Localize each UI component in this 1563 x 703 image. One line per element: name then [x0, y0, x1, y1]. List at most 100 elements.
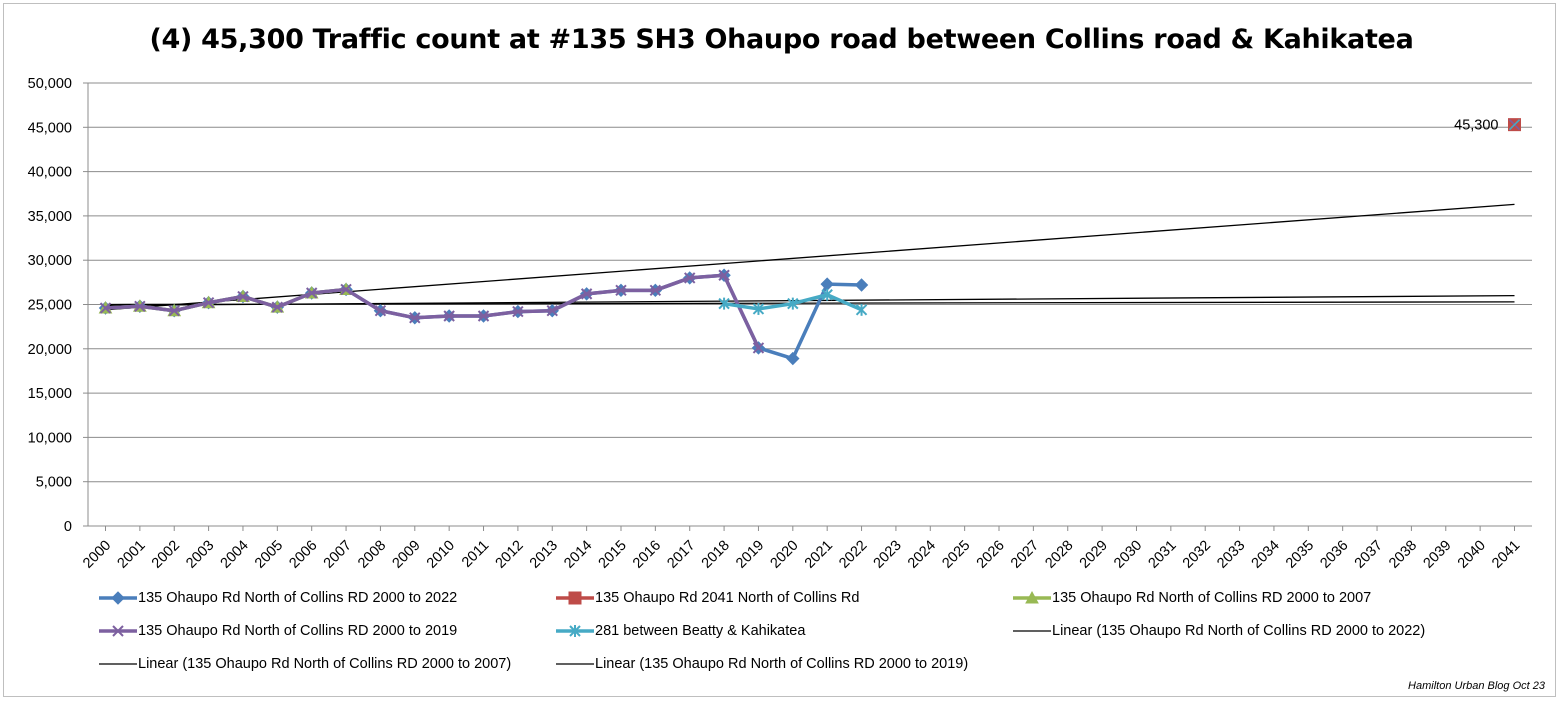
- data-point: [237, 290, 249, 303]
- data-point: [718, 269, 730, 281]
- data-point: [752, 302, 765, 315]
- legend-item: 281 between Beatty & Kahikatea: [555, 622, 805, 640]
- data-point: [580, 288, 593, 300]
- data-point: [684, 272, 696, 284]
- x-tick-label: 2000: [80, 538, 114, 572]
- legend-swatch: [1013, 590, 1051, 604]
- x-tick-label: 2038: [1386, 538, 1420, 572]
- data-point: [305, 287, 318, 299]
- data-point-overlay: [1508, 119, 1521, 131]
- data-point: [271, 301, 284, 313]
- y-tick-label: 15,000: [28, 386, 72, 402]
- x-tick-label: 2041: [1489, 538, 1523, 572]
- x-tick-label: 2018: [699, 538, 733, 572]
- legend-item: 135 Ohaupo Rd North of Collins RD 2000 t…: [1012, 589, 1371, 607]
- x-tick-label: 2033: [1214, 538, 1248, 572]
- legend-item: 135 Ohaupo Rd North of Collins RD 2000 t…: [98, 622, 457, 640]
- x-tick-label: 2030: [1111, 538, 1145, 572]
- data-point: [112, 625, 124, 637]
- y-tick-label: 0: [64, 519, 72, 535]
- data-point: [374, 304, 387, 317]
- x-tick-label: 2013: [527, 538, 561, 572]
- legend-label: 281 between Beatty & Kahikatea: [595, 623, 806, 639]
- x-tick-label: 2021: [802, 538, 836, 572]
- x-tick-label: 2034: [1249, 538, 1283, 572]
- y-tick-label: 30,000: [28, 253, 72, 269]
- legend-item: Linear (135 Ohaupo Rd North of Collins R…: [98, 655, 511, 673]
- y-tick-label: 25,000: [28, 298, 72, 314]
- legend-item: 135 Ohaupo Rd 2041 North of Collins Rd: [555, 589, 859, 607]
- data-point: [546, 304, 558, 317]
- data-point: [202, 297, 215, 309]
- x-tick-label: 2037: [1352, 538, 1386, 572]
- legend-swatch: [1013, 630, 1051, 632]
- data-point: [512, 305, 524, 318]
- x-tick-label: 2022: [836, 538, 870, 572]
- legend-label: Linear (135 Ohaupo Rd North of Collins R…: [138, 656, 512, 672]
- data-point: [340, 283, 352, 296]
- x-tick-label: 2019: [733, 538, 767, 572]
- credit-text: Hamilton Urban Blog Oct 23: [1408, 680, 1545, 692]
- legend-swatch: [99, 625, 137, 637]
- legend-swatch: [556, 663, 594, 665]
- x-tick-label: 2025: [939, 538, 973, 572]
- x-tick-label: 2027: [1008, 538, 1042, 572]
- x-tick-label: 2017: [664, 538, 698, 572]
- x-tick-label: 2014: [561, 538, 595, 572]
- x-tick-label: 2004: [218, 538, 252, 572]
- y-tick-label: 35,000: [28, 209, 72, 225]
- x-tick-label: 2008: [355, 538, 389, 572]
- x-axis-ticks: 2000 2001 2002 2003 2004 2005 2006 2007 2008 2009…: [80, 526, 1523, 572]
- x-tick-label: 2006: [286, 538, 320, 572]
- x-tick-label: 2029: [1077, 538, 1111, 572]
- legend-item: Linear (135 Ohaupo Rd North of Collins R…: [1012, 622, 1425, 640]
- legend-label: 135 Ohaupo Rd North of Collins RD 2000 t…: [138, 590, 458, 606]
- trend-line: [105, 301, 1515, 306]
- data-point: [168, 304, 180, 317]
- legend-label: 135 Ohaupo Rd North of Collins RD 2000 t…: [138, 623, 458, 639]
- data-point: [855, 303, 868, 316]
- series-line: [105, 273, 761, 349]
- data-point: [409, 312, 421, 324]
- x-tick-label: 2026: [974, 538, 1008, 572]
- legend-swatch: [99, 591, 137, 605]
- data-point: [569, 625, 581, 637]
- data-point: [1025, 590, 1039, 604]
- legend-item: Linear (135 Ohaupo Rd North of Collins R…: [555, 655, 968, 673]
- series-3: [99, 269, 765, 354]
- x-tick-label: 2015: [596, 538, 630, 572]
- data-point: [111, 591, 125, 605]
- series-7: [105, 301, 1515, 306]
- data-point: [820, 277, 834, 291]
- data-point: [821, 288, 833, 301]
- legend-label: 135 Ohaupo Rd North of Collins RD 2000 t…: [1052, 590, 1372, 606]
- y-tick-label: 20,000: [28, 342, 72, 358]
- y-tick-label: 40,000: [28, 165, 72, 181]
- x-tick-label: 2036: [1317, 538, 1351, 572]
- data-point: [649, 284, 662, 297]
- series-4: [718, 288, 868, 316]
- x-tick-label: 2023: [871, 538, 905, 572]
- legend-swatch: [556, 625, 594, 637]
- x-tick-label: 2003: [183, 538, 217, 572]
- x-tick-label: 2039: [1420, 538, 1454, 572]
- data-point: [615, 284, 627, 297]
- x-tick-label: 2028: [1042, 538, 1076, 572]
- y-tick-label: 45,000: [28, 120, 72, 136]
- legend-label: Linear (135 Ohaupo Rd North of Collins R…: [1052, 623, 1426, 639]
- legend-label: Linear (135 Ohaupo Rd North of Collins R…: [595, 656, 969, 672]
- x-tick-label: 2024: [905, 538, 939, 572]
- data-point: [443, 310, 455, 322]
- data-point: [477, 310, 490, 322]
- data-point: [752, 342, 765, 354]
- x-tick-label: 2016: [630, 538, 664, 572]
- y-tick-label: 5,000: [36, 475, 72, 491]
- series-6: [105, 203, 1515, 311]
- legend-item: 135 Ohaupo Rd North of Collins RD 2000 t…: [98, 589, 457, 607]
- x-tick-label: 2011: [459, 538, 492, 571]
- x-tick-label: 2012: [493, 538, 527, 572]
- data-label: 45,300: [1454, 118, 1498, 134]
- x-tick-label: 2001: [115, 538, 149, 572]
- x-tick-label: 2007: [321, 538, 355, 572]
